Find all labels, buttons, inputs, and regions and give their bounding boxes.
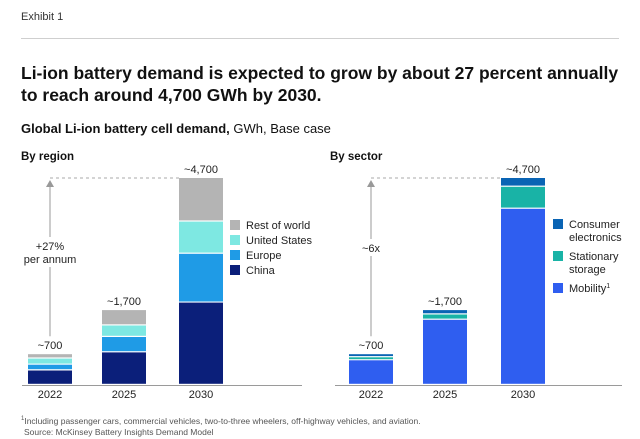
total-label-0-0: ~700	[38, 340, 63, 352]
footnote-marker: 1	[21, 416, 25, 423]
footnote-text: Including passenger cars, commercial veh…	[24, 416, 421, 426]
bar-0-2-0	[179, 302, 223, 384]
legend-label-1-2-a: Consumer	[569, 219, 620, 231]
source-note: Source: McKinsey Battery Insights Demand…	[24, 427, 214, 437]
legend-label-1-0: Mobility1	[569, 283, 610, 295]
growth-arrowhead-1	[367, 180, 375, 187]
legend-label-0-0: China	[246, 265, 276, 277]
bar-1-2-1	[501, 186, 545, 208]
header-divider	[21, 38, 619, 39]
legend-swatch-0-1	[230, 250, 240, 260]
legend-label-0-1: Europe	[246, 250, 281, 262]
legend-swatch-0-2	[230, 235, 240, 245]
bar-0-1-0	[102, 352, 146, 384]
legend-label-1-1-a: Stationary	[569, 251, 619, 263]
total-label-1-2: ~4,700	[506, 164, 540, 176]
total-label-0-1: ~1,700	[107, 296, 141, 308]
total-label-0-2: ~4,700	[184, 164, 218, 176]
chart-subtitle: Global Li-ion battery cell demand, GWh, …	[21, 121, 331, 136]
legend-swatch-1-0	[553, 283, 563, 293]
legend-label-1-2-b: electronics	[569, 232, 622, 244]
x-tick-label-1-0: 2022	[359, 389, 383, 401]
panel-title-region: By region	[21, 151, 75, 163]
subtitle-rest: GWh, Base case	[229, 121, 331, 136]
bar-1-2-2	[501, 178, 545, 186]
panel-title-sector: By sector	[330, 151, 383, 163]
subtitle-bold: Global Li-ion battery cell demand,	[21, 121, 230, 136]
bar-0-0-3	[28, 354, 72, 358]
x-tick-label-1-1: 2025	[433, 389, 457, 401]
bar-0-0-2	[28, 358, 72, 364]
annotation-bg-0	[26, 237, 74, 267]
bar-1-2-0	[501, 208, 545, 384]
bar-0-0-0	[28, 370, 72, 384]
annotation-bg-1	[347, 239, 395, 256]
bar-1-0-0	[349, 360, 393, 384]
bar-0-1-2	[102, 325, 146, 336]
footnote: 1Including passenger cars, commercial ve…	[21, 416, 421, 426]
x-tick-label-1-2: 2030	[511, 389, 535, 401]
growth-annotation-0-1: per annum	[24, 254, 77, 266]
bar-1-1-2	[423, 310, 467, 314]
legend-swatch-0-0	[230, 265, 240, 275]
bar-0-2-3	[179, 178, 223, 221]
bar-0-1-1	[102, 337, 146, 352]
growth-annotation-0-0: +27%	[36, 241, 65, 253]
bar-0-1-3	[102, 310, 146, 325]
bar-1-1-0	[423, 319, 467, 384]
bar-0-2-1	[179, 253, 223, 302]
legend-footnote-marker: 1	[606, 283, 610, 290]
total-label-1-1: ~1,700	[428, 296, 462, 308]
legend-label-0-3: Rest of world	[246, 220, 310, 232]
legend-swatch-0-3	[230, 220, 240, 230]
x-tick-label-0-1: 2025	[112, 389, 136, 401]
legend-swatch-1-2	[553, 219, 563, 229]
total-label-1-0: ~700	[359, 340, 384, 352]
bar-1-1-1	[423, 314, 467, 319]
growth-arrowhead-0	[46, 180, 54, 187]
x-tick-label-0-2: 2030	[189, 389, 213, 401]
bar-1-0-1	[349, 357, 393, 360]
bar-1-0-2	[349, 354, 393, 357]
chart-title: Li-ion battery demand is expected to gro…	[21, 63, 619, 105]
legend-label-0-2: United States	[246, 235, 313, 247]
growth-annotation-1-0: ~6x	[362, 243, 381, 255]
x-tick-label-0-0: 2022	[38, 389, 62, 401]
legend-swatch-1-1	[553, 251, 563, 261]
exhibit-label: Exhibit 1	[21, 11, 64, 23]
legend-label-1-1-b: storage	[569, 264, 606, 276]
bar-0-0-1	[28, 364, 72, 370]
bar-0-2-2	[179, 221, 223, 253]
